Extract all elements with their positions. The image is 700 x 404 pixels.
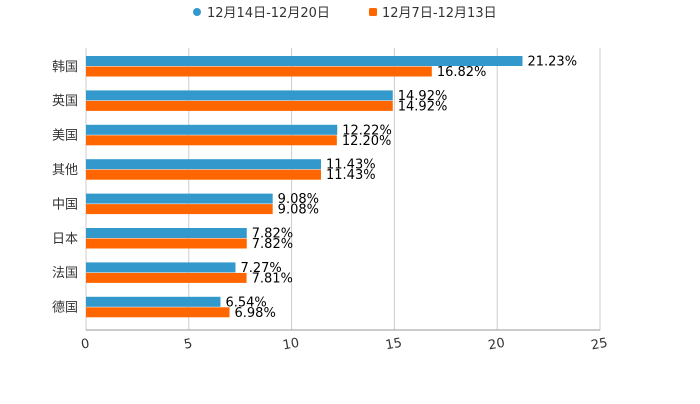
bar-series-2: [86, 100, 393, 111]
data-label: 6.54%: [225, 295, 266, 310]
category-labels: 韩国 英国 美国 其他 中国 日本 法国 德国: [52, 60, 78, 316]
bar-series-1: [86, 262, 236, 273]
data-label: 21.23%: [527, 55, 577, 70]
data-label: 12.20%: [342, 134, 392, 149]
bar-series-1: [86, 90, 393, 101]
bar-series-2: [86, 204, 273, 215]
data-label: 11.43%: [326, 168, 376, 183]
bar-series-1: [86, 228, 247, 238]
legend-marker-series-2: [369, 8, 377, 16]
x-tick-label: 20: [487, 336, 506, 354]
x-tick-label: 15: [384, 336, 403, 354]
bar-series-2: [86, 66, 432, 77]
x-tick-label: 0: [80, 336, 91, 352]
x-tick-label: 5: [183, 336, 194, 352]
data-label: 11.43%: [326, 158, 376, 173]
category-label: 日本: [52, 232, 78, 247]
legend-label-series-2: 12月7日-12月13日: [382, 6, 497, 21]
data-label: 14.92%: [398, 89, 448, 104]
bar-series-2: [86, 238, 247, 249]
legend: 12月14日-12月20日 12月7日-12月13日: [193, 6, 497, 21]
data-label: 9.08%: [278, 192, 319, 207]
data-label: 6.98%: [235, 306, 276, 321]
bar-series-2: [86, 272, 247, 283]
data-label: 7.82%: [252, 237, 293, 252]
bar-series-2: [86, 307, 230, 318]
data-label: 7.27%: [240, 261, 281, 276]
bar-series-2: [86, 135, 337, 146]
bar-series-1: [86, 296, 221, 307]
bar-series-2: [86, 169, 322, 180]
data-label: 7.81%: [252, 271, 293, 286]
x-tick-label: 25: [590, 336, 609, 354]
data-label: 12.22%: [342, 123, 392, 138]
bar-series-1: [86, 56, 523, 66]
category-label: 其他: [52, 163, 78, 178]
category-label: 法国: [52, 266, 78, 281]
data-label: 9.08%: [278, 203, 319, 218]
gridlines: [85, 48, 601, 330]
data-label: 16.82%: [437, 65, 487, 80]
category-label: 韩国: [52, 60, 78, 75]
category-label: 英国: [52, 94, 78, 109]
x-axis-tick-labels: 0 5 10 15 20 25: [80, 336, 609, 354]
bars: [86, 56, 523, 318]
data-label: 14.92%: [398, 99, 448, 114]
legend-marker-series-1: [193, 8, 201, 16]
x-tick-label: 10: [282, 336, 301, 354]
data-label: 7.82%: [252, 227, 293, 242]
bar-series-1: [86, 159, 322, 170]
bar-series-1: [86, 124, 338, 135]
legend-label-series-1: 12月14日-12月20日: [207, 6, 330, 21]
axes: [85, 48, 600, 331]
category-label: 中国: [52, 197, 78, 212]
category-label: 德国: [52, 301, 78, 316]
category-label: 美国: [52, 129, 78, 144]
data-labels: 21.23% 16.82% 14.92% 14.92% 12.22% 12.20…: [225, 55, 577, 321]
bar-series-1: [86, 193, 273, 204]
